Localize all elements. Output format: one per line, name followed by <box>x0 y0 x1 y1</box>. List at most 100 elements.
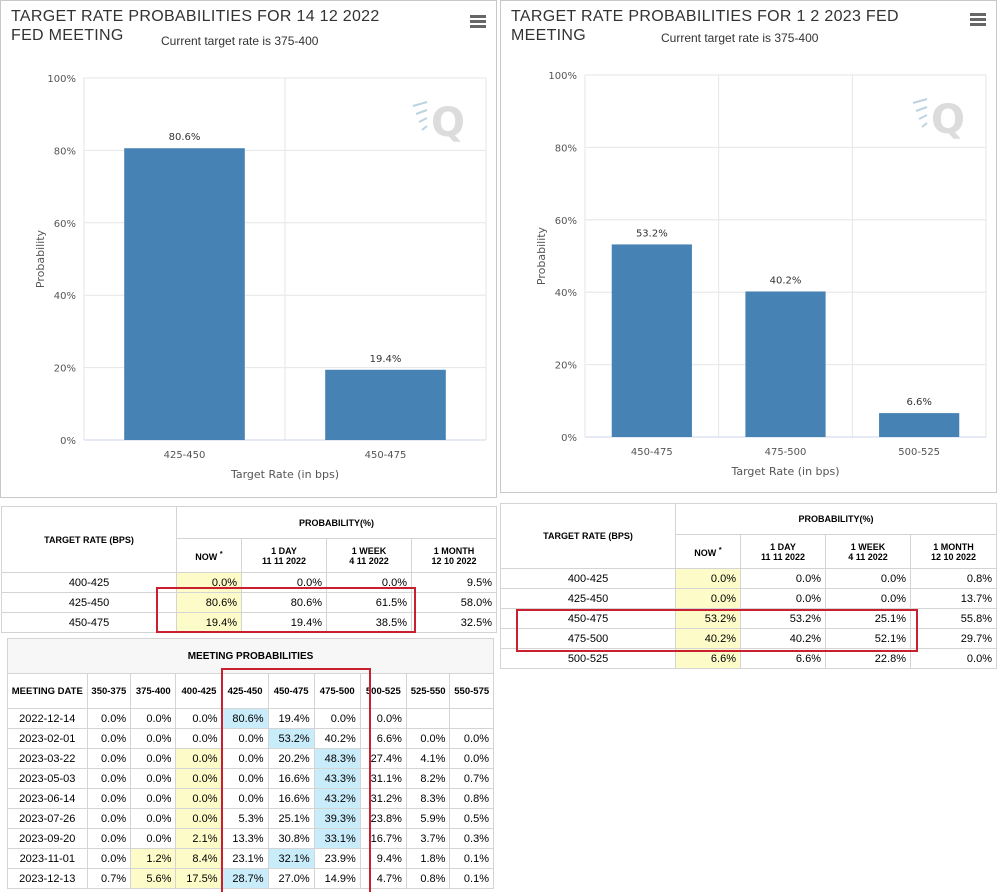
meeting-probability-cell: 0.1% <box>449 868 494 889</box>
meeting-probability-cell: 0.0% <box>130 728 177 749</box>
meeting-date-cell: 2023-12-13 <box>7 868 88 889</box>
meeting-probability-cell: 0.7% <box>449 768 494 789</box>
meeting-probability-cell <box>449 708 494 729</box>
meeting-probability-cell: 33.1% <box>313 828 361 849</box>
meeting-probability-cell: 17.5% <box>175 868 223 889</box>
watermark-stroke <box>415 109 428 115</box>
rate-cell: 425-450 <box>500 588 676 609</box>
right-chart-panel: TARGET RATE PROBABILITIES FOR 1 2 2023 F… <box>500 0 997 493</box>
probability-cell: 9.5% <box>411 572 497 593</box>
meeting-probability-cell: 48.3% <box>313 748 361 769</box>
probability-cell: 29.7% <box>910 628 997 649</box>
meeting-probability-cell: 0.0% <box>175 808 223 829</box>
probability-cell: 0.0% <box>825 588 911 609</box>
col-1month: 1 MONTH 12 10 2022 <box>411 538 497 573</box>
target-rate-header: TARGET RATE (BPS) <box>1 506 177 573</box>
col-1month: 1 MONTH 12 10 2022 <box>910 534 997 569</box>
meeting-date-cell: 2023-05-03 <box>7 768 88 789</box>
col-now-star: * <box>219 549 223 558</box>
col-now: NOW * <box>176 538 242 573</box>
meeting-probability-cell: 0.0% <box>130 708 177 729</box>
watermark-stroke <box>918 114 928 120</box>
meeting-col-header: MEETING DATE <box>7 673 88 709</box>
meeting-probability-cell: 0.0% <box>449 748 494 769</box>
meeting-date-cell: 2023-02-01 <box>7 728 88 749</box>
hamburger-menu-icon[interactable] <box>470 15 486 28</box>
probability-cell: 0.0% <box>910 648 997 669</box>
y-tick-label: 20% <box>54 364 76 375</box>
meeting-probability-cell: 0.3% <box>449 828 494 849</box>
meeting-probability-cell: 0.0% <box>130 828 177 849</box>
probability-cell: 61.5% <box>326 592 412 613</box>
meeting-probability-cell: 31.1% <box>359 768 407 789</box>
col-label: 1 WEEK <box>351 545 387 556</box>
hamburger-menu-icon[interactable] <box>970 13 986 26</box>
annotation-box-left-table <box>156 587 416 633</box>
meeting-probability-cell: 4.7% <box>359 868 407 889</box>
meeting-date-cell: 2022-12-14 <box>7 708 88 729</box>
y-axis-title: Probability <box>34 229 47 288</box>
meeting-probability-cell: 3.7% <box>405 828 451 849</box>
probability-cell: 80.6% <box>176 592 242 613</box>
col-1day: 1 DAY 11 11 2022 <box>241 538 327 573</box>
bar <box>745 291 826 437</box>
meeting-probability-cell: 4.1% <box>405 748 451 769</box>
probability-cell: 52.1% <box>825 628 911 649</box>
meeting-probability-cell: 5.9% <box>405 808 451 829</box>
col-date: 12 10 2022 <box>431 555 477 566</box>
y-tick-label: 100% <box>548 71 577 82</box>
table-row: 400-425 0.0% 0.0% 0.0% 0.8% <box>500 568 997 589</box>
meeting-probability-cell: 80.6% <box>221 708 269 729</box>
watermark-letter: Q <box>431 100 465 146</box>
meeting-row: 2023-12-13 0.7% 5.6% 17.5% 28.7% 27.0% 14.9% 4.… <box>7 868 494 889</box>
meeting-probability-cell: 0.0% <box>313 708 361 729</box>
meeting-date-cell: 2023-07-26 <box>7 808 88 829</box>
meeting-probability-cell: 0.0% <box>175 788 223 809</box>
probability-cell: 0.0% <box>675 568 741 589</box>
meeting-probability-cell: 0.7% <box>86 868 132 889</box>
meeting-probability-cell: 0.0% <box>221 768 269 789</box>
probability-cell: 58.0% <box>411 592 497 613</box>
meeting-probability-cell: 0.1% <box>449 848 494 869</box>
right-probability-table: TARGET RATE (BPS) PROBABILITY(%) NOW * 1… <box>500 503 997 669</box>
col-1day: 1 DAY 11 11 2022 <box>740 534 826 569</box>
col-now-label: NOW <box>694 548 717 558</box>
meeting-date-cell: 2023-03-22 <box>7 748 88 769</box>
meeting-col-header: 550-575 <box>449 673 494 709</box>
col-now: NOW * <box>675 534 741 569</box>
meeting-row: 2023-11-01 0.0% 1.2% 8.4% 23.1% 32.1% 23.9% 9.4… <box>7 848 494 869</box>
rate-cell: 425-450 <box>1 592 177 613</box>
meeting-col-header: 500-525 <box>359 673 407 709</box>
x-tick-label: 475-500 <box>765 447 807 458</box>
meeting-probability-cell: 0.0% <box>405 728 451 749</box>
rate-cell: 450-475 <box>1 612 177 633</box>
meeting-probability-cell: 0.0% <box>86 728 132 749</box>
watermark-stroke <box>418 117 428 123</box>
y-tick-label: 20% <box>555 361 577 372</box>
bar-data-label: 19.4% <box>370 354 402 365</box>
meeting-col-header: 450-475 <box>267 673 315 709</box>
watermark-stroke <box>421 125 428 131</box>
col-date: 11 11 2022 <box>261 555 307 566</box>
meeting-probability-cell: 5.6% <box>130 868 177 889</box>
meeting-probability-cell: 0.5% <box>449 808 494 829</box>
probability-cell: 38.5% <box>326 612 412 633</box>
meeting-date-cell: 2023-06-14 <box>7 788 88 809</box>
table-row: 425-450 80.6% 80.6% 61.5% 58.0% <box>1 592 497 613</box>
meeting-probability-cell: 16.7% <box>359 828 407 849</box>
x-axis-title: Target Rate (in bps) <box>230 468 339 481</box>
meeting-row: 2023-05-03 0.0% 0.0% 0.0% 0.0% 16.6% 43.3% 31.1… <box>7 768 494 789</box>
probability-cell: 40.2% <box>675 628 741 649</box>
meeting-col-header: 525-550 <box>405 673 451 709</box>
bar <box>879 413 960 437</box>
meeting-probability-cell: 0.8% <box>449 788 494 809</box>
meeting-probability-cell: 0.0% <box>175 768 223 789</box>
watermark-letter: Q <box>931 97 965 143</box>
meeting-probability-cell: 28.7% <box>221 868 269 889</box>
target-rate-header: TARGET RATE (BPS) <box>500 503 676 569</box>
col-now-star: * <box>718 545 722 554</box>
meeting-probability-cell: 0.0% <box>359 708 407 729</box>
probability-header: PROBABILITY(%) <box>176 506 497 539</box>
col-now-label: NOW <box>195 552 218 562</box>
meeting-probability-cell: 27.4% <box>359 748 407 769</box>
